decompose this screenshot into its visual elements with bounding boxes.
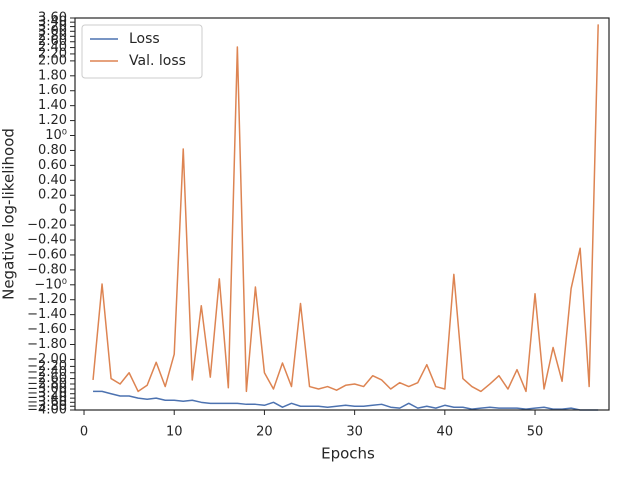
legend: Loss Val. loss [81,24,203,79]
y-tick-label: −0.60 [27,247,67,262]
y-tick-label: −1.20 [27,292,67,307]
y-tick-label: 1.40 [38,98,67,113]
y-tick-label: 3.40 [38,15,67,30]
y-tick-label: 2.80 [38,29,67,44]
y-tick-label: −2.00 [27,352,67,367]
y-tick-label: −2.40 [27,365,67,380]
y-tick-label: −2.20 [27,359,67,374]
y-tick-label: 2.00 [38,53,67,68]
x-tick-label: 40 [437,425,454,440]
y-tick-label: 1.80 [38,68,67,83]
x-tick-label: 50 [527,425,544,440]
y-axis-label: Negative log-likelihood [0,128,18,300]
y-tick-label: −3.60 [27,395,67,410]
y-tick-label: −0.80 [27,262,67,277]
y-tick-label: 2.20 [38,46,67,61]
y-tick-label: −1.80 [27,337,67,352]
y-tick-label: 0.40 [38,173,67,188]
y-tick-label: 3.00 [38,24,67,39]
axes-frame [74,17,610,411]
x-tick-label: 0 [80,425,88,440]
series-line [92,24,599,393]
y-tick-label: −3.00 [27,382,67,397]
y-tick-label: 2.40 [38,40,67,55]
y-tick-label: −0.40 [27,233,67,248]
series-line [93,390,599,411]
y-tick-label: −4.00 [27,403,67,418]
y-tick-label: 3.60 [38,11,67,26]
legend-label: Loss [129,31,160,47]
y-tick-label: −10⁰ [34,277,67,292]
y-tick-label: 1.20 [38,113,67,128]
x-axis-label: Epochs [321,445,375,463]
y-tick-label: −2.80 [27,376,67,391]
y-tick-label: −2.60 [27,371,67,386]
y-tick-label: 3.20 [38,19,67,34]
legend-label: Val. loss [129,53,186,69]
y-tick-label: −1.60 [27,322,67,337]
x-tick-label: 10 [166,425,183,440]
y-tick-label: 0.20 [38,188,67,203]
y-tick-label: 1.60 [38,83,67,98]
y-tick-label: −3.80 [27,399,67,414]
y-tick-label: −0.20 [27,218,67,233]
y-tick-label: 0 [59,203,67,218]
y-tick-label: 10⁰ [45,128,67,143]
y-tick-label: 2.60 [38,34,67,49]
y-tick-label: 0.80 [38,143,67,158]
y-tick-label: −3.20 [27,386,67,401]
x-tick-label: 20 [256,425,273,440]
y-tick-label: −3.40 [27,391,67,406]
y-tick-label: 0.60 [38,158,67,173]
x-tick-label: 30 [346,425,363,440]
y-tick-label: −1.40 [27,307,67,322]
